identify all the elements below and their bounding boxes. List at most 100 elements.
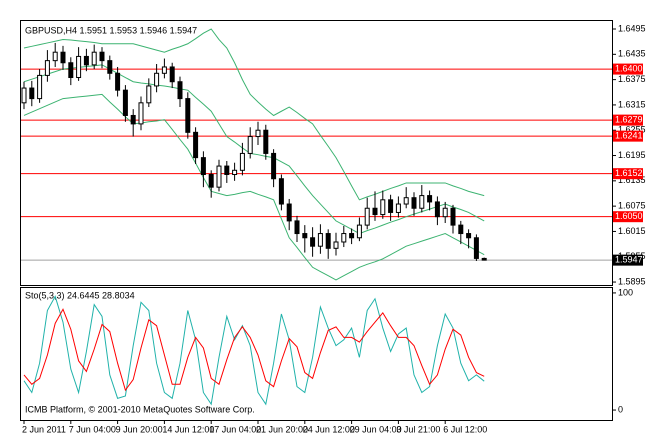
y-tick-label: 1.5895 — [618, 276, 646, 286]
candle-body — [333, 241, 339, 249]
level-label-box — [613, 130, 643, 142]
stochastic-line — [23, 295, 485, 406]
copyright: ICMB Platform, © 2001-2010 MetaQuotes So… — [25, 404, 255, 414]
y-tick-label: 100 — [618, 287, 633, 297]
y-tick-label: 0 — [618, 404, 623, 414]
x-tick-label: 24 Jun 12:00 — [303, 424, 355, 434]
x-tick-label: 7 Jun 04:00 — [69, 424, 116, 434]
candle-body — [60, 51, 66, 64]
candle-body — [341, 233, 347, 243]
bollinger-middle — [23, 64, 485, 235]
candle-body — [356, 224, 362, 239]
candle-body — [458, 224, 464, 235]
candle-body — [154, 72, 160, 87]
candle-body — [286, 203, 292, 222]
candle-body — [271, 152, 277, 180]
x-tick-label: 29 Jun 04:00 — [350, 424, 402, 434]
candle-body — [161, 66, 167, 74]
x-tick-label: 2 Jun 2011 — [22, 424, 66, 434]
candle-body — [263, 129, 269, 154]
candle-body — [364, 207, 370, 226]
y-tick-label: 1.6075 — [618, 201, 646, 211]
x-tick-label: 21 Jun 20:00 — [256, 424, 308, 434]
y-tick-label: 1.6375 — [618, 74, 646, 84]
candle-body — [216, 165, 222, 188]
x-tick-label: 17 Jun 04:00 — [209, 424, 261, 434]
level-label: 1.6152 — [615, 168, 643, 178]
candle-body — [91, 51, 97, 66]
candle-body — [83, 55, 89, 66]
level-label: 1.6050 — [615, 211, 643, 221]
candle-body — [302, 233, 308, 239]
candle-body — [107, 60, 113, 74]
candle-body — [99, 51, 105, 62]
y-tick-label: 1.6015 — [618, 226, 646, 236]
candle-body — [122, 89, 128, 116]
candle-body — [239, 152, 245, 171]
y-tick-label: 1.6495 — [618, 23, 646, 33]
candle-body — [395, 203, 401, 213]
candle-body — [411, 197, 417, 209]
candle-body — [380, 199, 386, 216]
bid-label-box — [613, 254, 643, 266]
candle-body — [372, 207, 378, 216]
candle-body — [403, 197, 409, 205]
bollinger-upper — [23, 28, 485, 201]
candle-body — [115, 72, 121, 91]
candle-body — [310, 237, 316, 247]
candle-body — [317, 233, 323, 247]
level-label-box — [613, 63, 643, 75]
stochastic-line — [23, 308, 485, 392]
y-tick-label: 1.6255 — [618, 125, 646, 135]
candle-body — [146, 85, 152, 104]
candle-body — [29, 87, 35, 100]
price-panel — [20, 20, 613, 286]
y-tick-label: 1.6315 — [618, 99, 646, 109]
candle-body — [208, 174, 214, 188]
bid-label: 1.5947 — [615, 254, 643, 264]
candle-body — [325, 233, 331, 249]
level-label-box — [613, 114, 643, 126]
candle-body — [232, 169, 238, 176]
candle-body — [21, 87, 27, 104]
candle-body — [481, 257, 487, 261]
x-tick-label: 6 Jul 12:00 — [443, 424, 487, 434]
candle-body — [349, 233, 355, 239]
x-tick-label: 3 Jul 21:00 — [396, 424, 440, 434]
x-tick-label: 14 Jun 12:00 — [162, 424, 214, 434]
candle-body — [278, 178, 284, 205]
y-tick-label: 1.6195 — [618, 150, 646, 160]
candle-body — [130, 114, 136, 125]
candle-body — [442, 207, 448, 218]
candle-body — [473, 237, 479, 259]
candle-body — [466, 233, 472, 239]
candle-body — [76, 55, 82, 79]
candle-body — [427, 195, 433, 203]
candle-body — [388, 199, 394, 213]
level-label-box — [613, 211, 643, 223]
candle-body — [450, 207, 456, 226]
candle-body — [185, 98, 191, 133]
bollinger-lower — [23, 93, 485, 281]
candle-body — [247, 136, 253, 154]
x-tick-label: 9 Jun 20:00 — [116, 424, 163, 434]
candle-body — [294, 220, 300, 235]
candle-body — [200, 157, 206, 176]
candle-body — [193, 131, 199, 159]
chart-title: GBPUSD,H4 1.5951 1.5953 1.5946 1.5947 — [25, 25, 197, 35]
level-label: 1.6241 — [615, 131, 643, 141]
candle-body — [37, 74, 43, 100]
candle-body — [177, 81, 183, 100]
oscillator-panel — [20, 287, 613, 421]
candle-body — [434, 201, 440, 218]
candle-body — [44, 60, 50, 76]
candle-body — [224, 165, 230, 176]
candle-body — [419, 195, 425, 209]
candle-body — [68, 62, 74, 79]
y-tick-label: 1.6435 — [618, 49, 646, 59]
indicator-title: Sto(5,3,3) 24.6445 28.8034 — [25, 290, 135, 300]
level-label: 1.6279 — [615, 114, 643, 124]
level-label-box — [613, 168, 643, 180]
candle-body — [169, 66, 175, 83]
